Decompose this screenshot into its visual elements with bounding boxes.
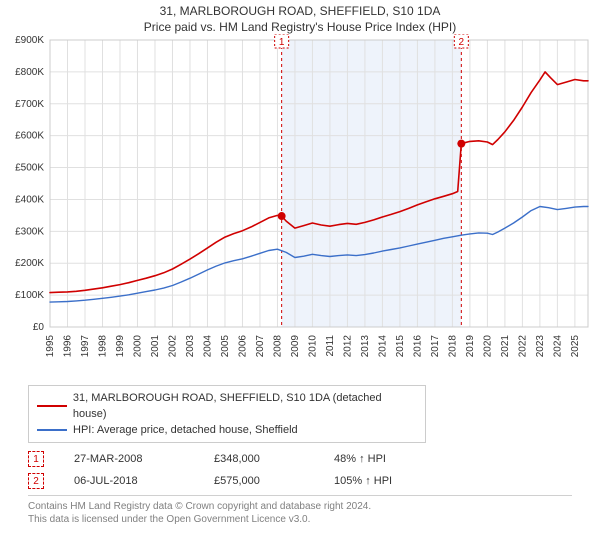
legend-label: 31, MARLBOROUGH ROAD, SHEFFIELD, S10 1DA… [73, 390, 417, 422]
svg-text:1997: 1997 [80, 335, 91, 358]
sale-markers-table: 1 27-MAR-2008 £348,000 48% ↑ HPI 2 06-JUL-201… [28, 451, 572, 489]
legend-row: 31, MARLBOROUGH ROAD, SHEFFIELD, S10 1DA… [37, 390, 417, 422]
svg-text:2012: 2012 [342, 335, 353, 358]
legend-swatch [37, 429, 67, 431]
legend-row: HPI: Average price, detached house, Shef… [37, 422, 417, 438]
svg-text:2022: 2022 [517, 335, 528, 358]
svg-text:1995: 1995 [45, 335, 56, 358]
svg-text:2009: 2009 [290, 335, 301, 358]
svg-text:2016: 2016 [412, 335, 423, 358]
svg-text:1998: 1998 [97, 335, 108, 358]
page-title-subtitle: Price paid vs. HM Land Registry's House … [0, 20, 600, 34]
svg-text:1: 1 [279, 37, 285, 48]
marker-price: £575,000 [214, 475, 304, 487]
svg-text:£500K: £500K [15, 163, 44, 174]
svg-text:2023: 2023 [535, 335, 546, 358]
svg-text:£600K: £600K [15, 131, 44, 142]
svg-text:1996: 1996 [62, 335, 73, 358]
footer-line-1: Contains HM Land Registry data © Crown c… [28, 500, 572, 513]
svg-text:£100K: £100K [15, 290, 44, 301]
svg-text:2019: 2019 [465, 335, 476, 358]
divider [28, 495, 572, 496]
marker-row: 2 06-JUL-2018 £575,000 105% ↑ HPI [28, 473, 572, 489]
legend: 31, MARLBOROUGH ROAD, SHEFFIELD, S10 1DA… [28, 385, 426, 443]
page-title-address: 31, MARLBOROUGH ROAD, SHEFFIELD, S10 1DA [0, 4, 600, 18]
svg-text:£700K: £700K [15, 99, 44, 110]
svg-text:2007: 2007 [255, 335, 266, 358]
marker-badge: 1 [28, 451, 44, 467]
svg-text:2001: 2001 [150, 335, 161, 358]
svg-text:2000: 2000 [132, 335, 143, 358]
svg-text:2025: 2025 [570, 335, 581, 358]
svg-text:2017: 2017 [430, 335, 441, 358]
svg-text:2020: 2020 [482, 335, 493, 358]
svg-text:2018: 2018 [447, 335, 458, 358]
svg-text:£800K: £800K [15, 67, 44, 78]
svg-text:2010: 2010 [307, 335, 318, 358]
marker-change: 105% ↑ HPI [334, 475, 392, 487]
svg-text:2002: 2002 [167, 335, 178, 358]
marker-date: 27-MAR-2008 [74, 453, 184, 465]
marker-date: 06-JUL-2018 [74, 475, 184, 487]
chart-svg: 1 2 £0 £100K £200K £300K £400K £500K £600K £700K £… [0, 34, 600, 379]
svg-text:2004: 2004 [202, 335, 213, 358]
svg-text:2021: 2021 [500, 335, 511, 358]
marker-price: £348,000 [214, 453, 304, 465]
svg-text:2015: 2015 [395, 335, 406, 358]
footer-line-2: This data is licensed under the Open Gov… [28, 513, 572, 526]
svg-text:£400K: £400K [15, 194, 44, 205]
svg-text:£900K: £900K [15, 35, 44, 46]
svg-text:£0: £0 [33, 322, 45, 333]
svg-text:2: 2 [459, 37, 465, 48]
svg-text:2005: 2005 [220, 335, 231, 358]
svg-text:1999: 1999 [115, 335, 126, 358]
legend-swatch [37, 405, 67, 407]
footer: Contains HM Land Registry data © Crown c… [28, 500, 572, 526]
svg-text:2014: 2014 [377, 335, 388, 358]
legend-label: HPI: Average price, detached house, Shef… [73, 422, 298, 438]
marker-change: 48% ↑ HPI [334, 453, 386, 465]
marker-badge: 2 [28, 473, 44, 489]
svg-text:2008: 2008 [272, 335, 283, 358]
svg-text:2006: 2006 [237, 335, 248, 358]
svg-text:£300K: £300K [15, 226, 44, 237]
price-chart: 1 2 £0 £100K £200K £300K £400K £500K £600K £700K £… [0, 34, 600, 379]
svg-text:2011: 2011 [325, 335, 336, 357]
svg-text:2024: 2024 [552, 335, 563, 358]
svg-text:2013: 2013 [360, 335, 371, 358]
svg-text:2003: 2003 [185, 335, 196, 358]
svg-text:£200K: £200K [15, 258, 44, 269]
marker-row: 1 27-MAR-2008 £348,000 48% ↑ HPI [28, 451, 572, 467]
